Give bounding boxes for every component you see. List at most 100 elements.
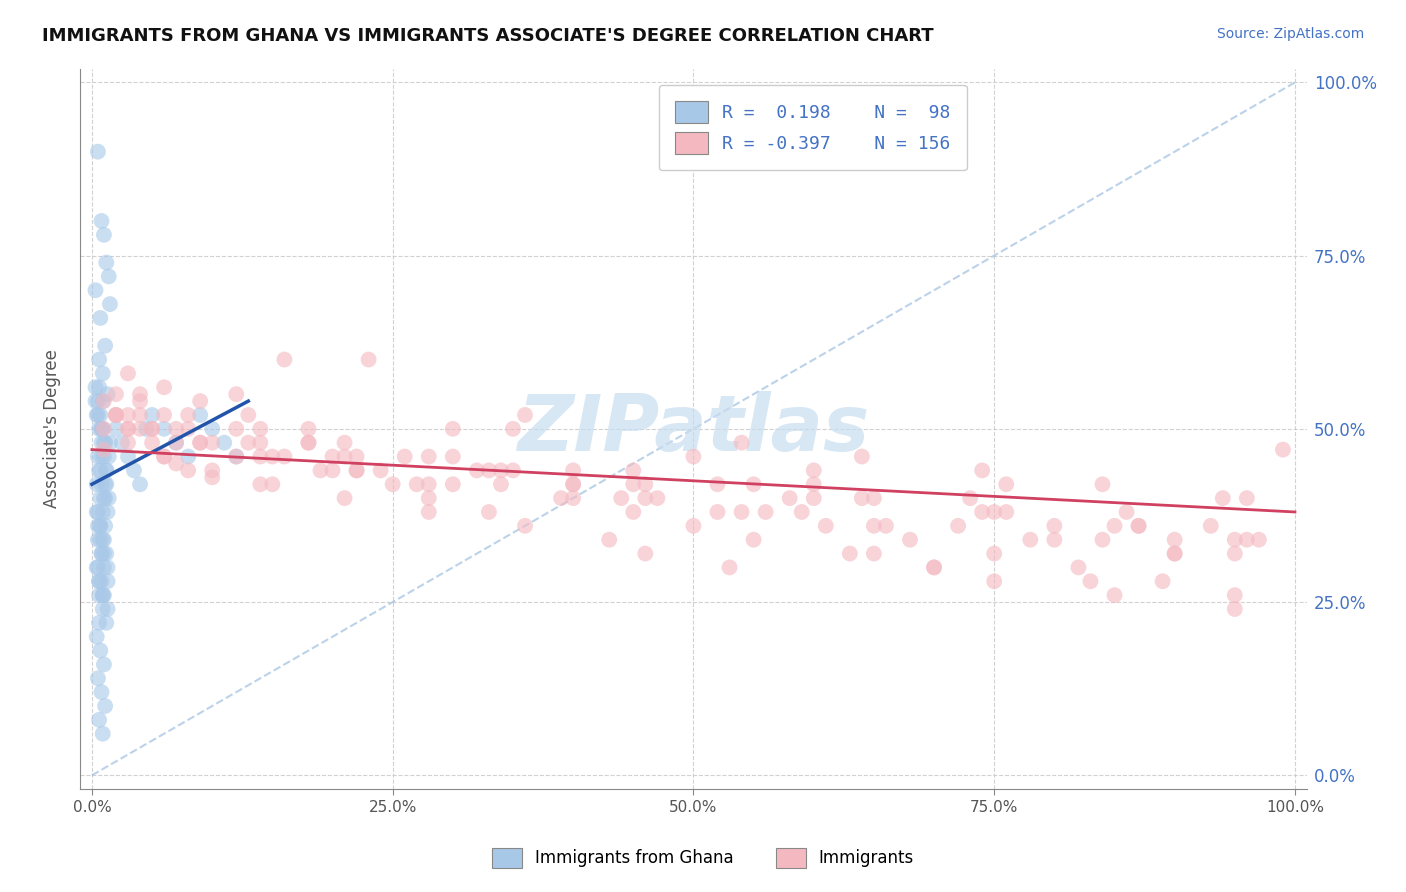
Point <box>98 435 121 450</box>
Point <box>97 450 120 464</box>
Point <box>418 491 440 505</box>
Point <box>779 491 801 505</box>
Point <box>682 519 704 533</box>
Point <box>117 367 139 381</box>
Point <box>90 435 112 450</box>
Point <box>502 463 524 477</box>
Point <box>1247 533 1270 547</box>
Point <box>333 435 356 450</box>
Point <box>562 477 585 491</box>
Point <box>89 519 111 533</box>
Point <box>129 408 152 422</box>
Point <box>96 615 118 630</box>
Point <box>851 450 873 464</box>
Point <box>94 491 117 505</box>
Point <box>96 574 118 589</box>
Point <box>89 491 111 505</box>
Point <box>97 269 120 284</box>
Point <box>90 422 112 436</box>
Point <box>86 630 108 644</box>
Point <box>87 145 110 159</box>
Point <box>89 519 111 533</box>
Point <box>87 671 110 685</box>
Point <box>346 450 368 464</box>
Point <box>96 505 118 519</box>
Legend: Immigrants from Ghana, Immigrants: Immigrants from Ghana, Immigrants <box>485 841 921 875</box>
Point <box>1128 519 1150 533</box>
Point <box>1212 491 1234 505</box>
Point <box>790 505 813 519</box>
Point <box>91 588 114 602</box>
Point <box>513 408 536 422</box>
Point <box>87 615 110 630</box>
Point <box>297 435 319 450</box>
Point <box>104 408 127 422</box>
Point <box>1128 519 1150 533</box>
Point <box>135 422 157 436</box>
Point <box>1043 533 1066 547</box>
Point <box>418 505 440 519</box>
Point <box>1080 574 1102 589</box>
Point <box>93 588 115 602</box>
Point <box>141 435 163 450</box>
Point <box>225 450 247 464</box>
Point <box>562 463 585 477</box>
Point <box>201 463 224 477</box>
Point <box>177 422 200 436</box>
Point <box>1236 491 1258 505</box>
Point <box>153 380 176 394</box>
Point <box>90 685 112 699</box>
Point <box>598 533 620 547</box>
Point <box>93 442 115 457</box>
Point <box>946 519 969 533</box>
Point <box>321 450 343 464</box>
Point <box>562 491 585 505</box>
Point <box>346 463 368 477</box>
Text: ZIPatlas: ZIPatlas <box>517 391 869 467</box>
Point <box>634 547 657 561</box>
Point <box>441 477 464 491</box>
Point <box>1043 519 1066 533</box>
Point <box>96 463 118 477</box>
Point <box>84 394 107 409</box>
Point <box>706 505 728 519</box>
Point <box>333 491 356 505</box>
Point <box>610 491 633 505</box>
Point <box>621 463 644 477</box>
Point <box>87 560 110 574</box>
Point <box>297 435 319 450</box>
Point <box>93 491 115 505</box>
Point <box>153 408 176 422</box>
Point <box>188 435 211 450</box>
Point <box>87 713 110 727</box>
Point <box>1163 547 1185 561</box>
Point <box>441 450 464 464</box>
Point <box>104 387 127 401</box>
Point <box>87 519 110 533</box>
Point <box>117 422 139 436</box>
Point <box>922 560 945 574</box>
Point <box>153 422 176 436</box>
Point <box>188 408 211 422</box>
Point <box>87 463 110 477</box>
Point <box>129 394 152 409</box>
Point <box>333 450 356 464</box>
Point <box>91 394 114 409</box>
Point <box>262 477 284 491</box>
Point <box>465 463 488 477</box>
Point <box>1223 547 1246 561</box>
Point <box>89 533 111 547</box>
Point <box>863 491 886 505</box>
Point <box>94 435 117 450</box>
Point <box>94 477 117 491</box>
Point <box>188 394 211 409</box>
Point <box>93 394 115 409</box>
Point <box>90 574 112 589</box>
Point <box>87 408 110 422</box>
Point <box>89 408 111 422</box>
Point <box>273 352 295 367</box>
Point <box>262 450 284 464</box>
Point <box>875 519 897 533</box>
Point <box>238 408 260 422</box>
Point <box>995 477 1018 491</box>
